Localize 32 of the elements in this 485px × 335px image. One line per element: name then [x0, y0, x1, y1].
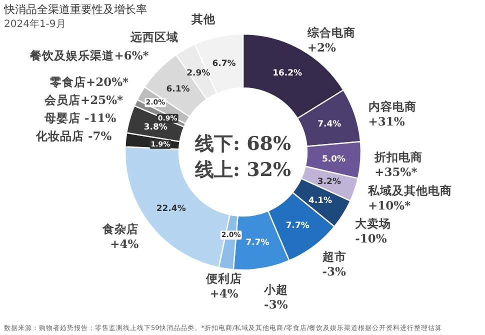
data-label: 6.1%: [166, 84, 190, 94]
data-label: 5.0%: [322, 154, 346, 164]
slice-label: 便利店 +4%: [204, 272, 242, 301]
slice-label: 远西区域: [129, 30, 178, 44]
data-label: 7.7%: [246, 238, 270, 248]
slice-label: 食杂店 +4%: [102, 222, 139, 251]
slice-label: 大卖场 -10%: [355, 216, 392, 246]
data-label: 2.9%: [186, 68, 211, 79]
text: 线上: 32%: [194, 159, 292, 181]
slice-label: 会员店+25%*: [43, 93, 124, 108]
slice-label: 零食店+20%*: [48, 75, 129, 90]
data-label: 22.4%: [156, 204, 186, 214]
slice-label: 私域及其他电商 +10%*: [367, 183, 452, 212]
slice-label: 小超 -3%: [263, 282, 288, 312]
data-label: 4.1%: [308, 196, 333, 206]
data-label: 6.7%: [212, 59, 236, 70]
data-label: 16.2%: [272, 68, 303, 79]
data-label: 3.2%: [317, 177, 342, 188]
slice-label: 母婴店 -11%: [44, 111, 116, 126]
slice-label: 内容电商 +31%: [368, 99, 416, 128]
text: 线下: 68%: [194, 133, 292, 155]
slice-label: 化妆品店 -7%: [34, 129, 112, 144]
text: 2024年1-9月: [4, 18, 66, 30]
slice-label: 综合电商 +2%: [306, 26, 356, 55]
data-label: 3.8%: [144, 122, 168, 133]
slice-label: 其他: [190, 12, 216, 26]
slice-label: 餐饮及娱乐渠道+6%*: [29, 48, 149, 63]
data-label: 7.4%: [318, 119, 342, 130]
slice-label: 超市 -3%: [321, 249, 346, 278]
data-label: 7.7%: [286, 220, 310, 231]
chart-title: 快消品全渠道重要性及增长率: [3, 3, 147, 16]
slice-label: 折扣电商 +35%*: [374, 150, 423, 180]
